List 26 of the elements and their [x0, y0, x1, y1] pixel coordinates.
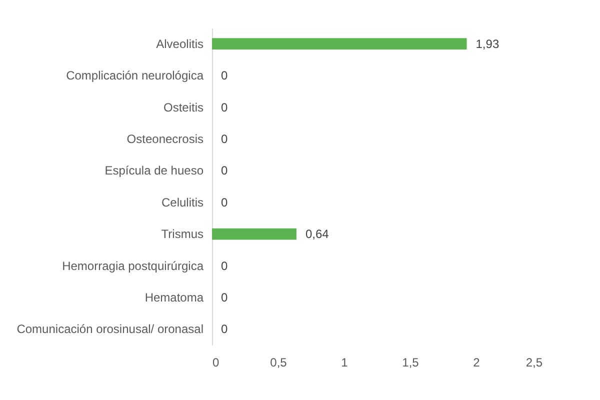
y-tick-label: Osteonecrosis	[126, 132, 204, 146]
x-tick-label: 0,5	[270, 356, 288, 370]
y-tick-label: Comunicación orosinusal/ oronasal	[16, 322, 204, 336]
x-tick-label: 2	[473, 356, 480, 370]
y-tick-label: Hematoma	[144, 290, 204, 304]
data-label: 0	[221, 195, 228, 210]
y-tick-label: Osteitis	[163, 100, 204, 114]
x-tick-label: 2,5	[526, 356, 543, 370]
data-label: 0	[221, 68, 228, 83]
data-label: 0	[221, 132, 228, 146]
data-label: 0	[221, 322, 228, 336]
y-tick-label: Hemorragia postquirúrgica	[62, 258, 204, 273]
y-tick-label: Celulitis	[161, 195, 204, 210]
y-tick-label: Trismus	[161, 227, 204, 242]
x-tick-label: 1	[341, 356, 348, 370]
y-tick-label: Complicación neurológica	[66, 68, 204, 83]
data-label: 0	[221, 290, 228, 304]
data-label: 0	[221, 164, 228, 178]
data-label: 0	[221, 258, 228, 273]
data-label: 1,93	[476, 36, 500, 51]
x-tick-label: 1,5	[402, 356, 420, 370]
data-label: 0	[221, 100, 228, 114]
x-tick-label: 0	[212, 356, 220, 370]
data-label: 0,64	[305, 227, 330, 242]
y-tick-label: Alveolitis	[156, 36, 204, 51]
y-tick-label: Espícula de hueso	[104, 164, 204, 178]
